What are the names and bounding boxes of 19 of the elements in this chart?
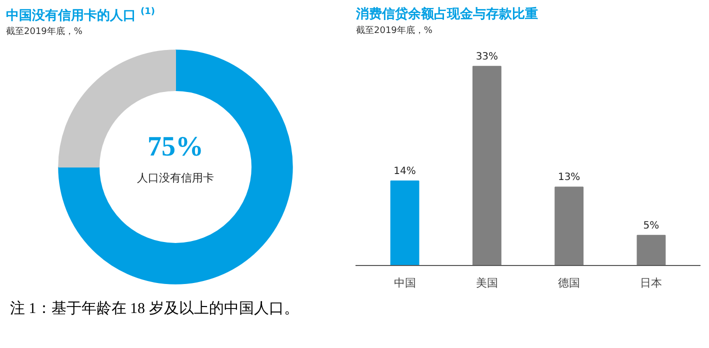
text: 人口没有信用卡 — [137, 171, 214, 184]
bar — [472, 66, 502, 266]
chart-title: 中国没有信用卡的人口 $^{(1)}$ — [6, 6, 156, 26]
data-label: 14% — [394, 166, 416, 178]
data-label: 5% — [643, 220, 660, 232]
bar — [636, 235, 666, 266]
text: 75% — [148, 131, 204, 162]
chart-subtitle: 截至2019年底，% — [6, 26, 82, 39]
bar — [390, 180, 420, 266]
bar — [554, 186, 584, 266]
data-label: 33% — [476, 52, 498, 63]
x-tick-label: 中国 — [394, 276, 416, 290]
data-label: 13% — [558, 172, 580, 184]
chart-title: 消费信贷余额占现金与存款比重 — [356, 6, 538, 24]
chart-subtitle: 截至2019年底，% — [356, 24, 432, 38]
x-tick-label: 德国 — [558, 276, 580, 290]
text: 注 1：基于年龄在 18 岁及以上的中国人口。 — [10, 300, 299, 319]
x-tick-label: 日本 — [640, 276, 662, 290]
x-tick-label: 美国 — [476, 276, 498, 290]
